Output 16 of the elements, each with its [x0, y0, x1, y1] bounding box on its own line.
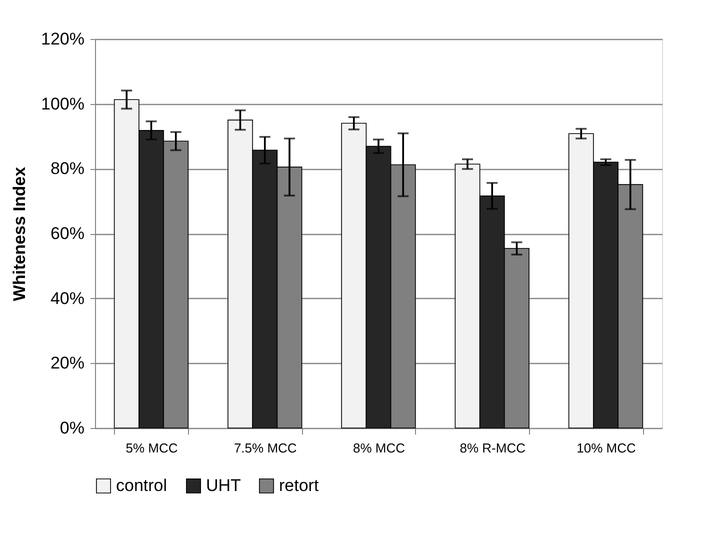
legend-label: retort: [279, 476, 319, 495]
legend-label: control: [116, 476, 168, 495]
y-tick-label: 100%: [41, 94, 84, 114]
x-tick-label: 8% R-MCC: [460, 440, 526, 456]
x-tick-label: 7.5% MCC: [234, 440, 297, 456]
y-tick-label: 0%: [60, 418, 84, 438]
legend-label: UHT: [206, 476, 241, 495]
y-tick-label: 60%: [50, 224, 84, 243]
x-tick-label: 10% MCC: [576, 440, 636, 456]
y-tick-label: 80%: [50, 159, 84, 178]
y-axis-title: Whiteness Index: [10, 166, 30, 302]
y-tick-label: 20%: [50, 354, 84, 373]
x-tick-label: 5% MCC: [126, 440, 178, 456]
y-tick-label: 40%: [50, 288, 84, 308]
x-tick-label: 8% MCC: [352, 440, 406, 456]
y-tick-label: 120%: [41, 30, 84, 48]
